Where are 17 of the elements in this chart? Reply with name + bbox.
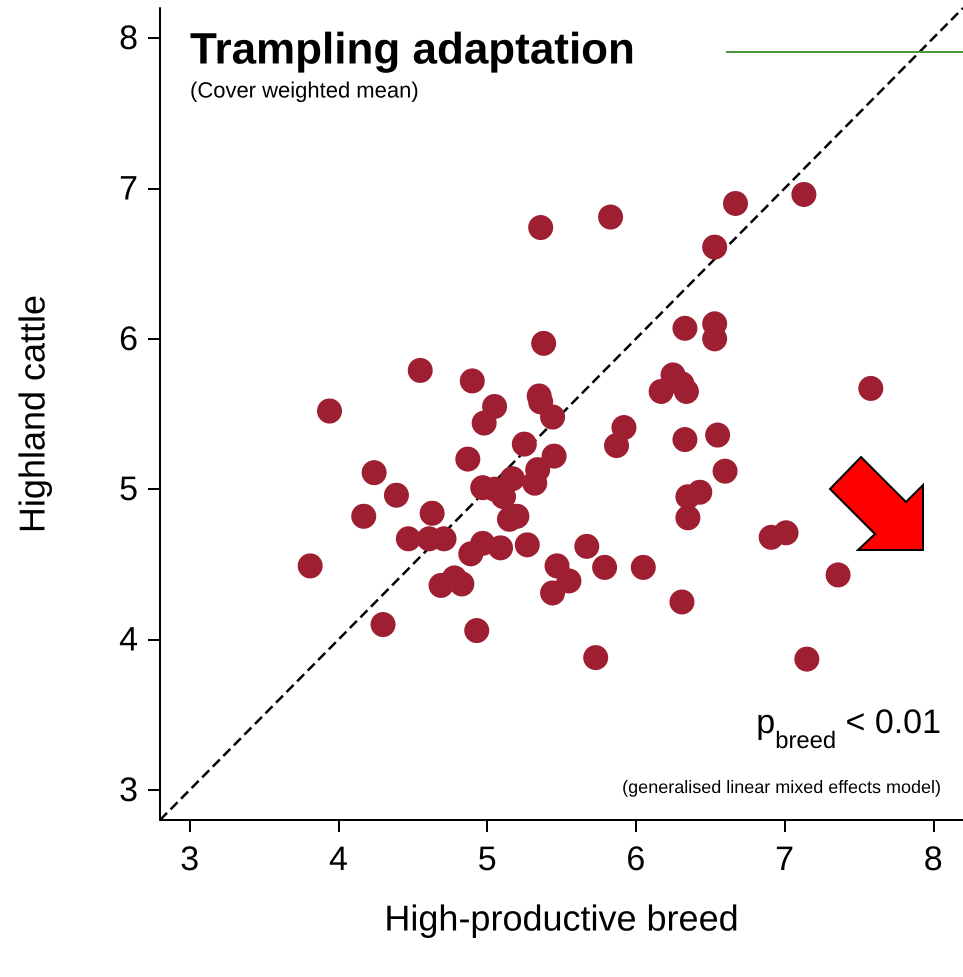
x-tick-label: 3 — [180, 840, 200, 878]
annotation: (generalised linear mixed effects model) — [622, 777, 942, 797]
chart-title: Trampling adaptation — [190, 24, 635, 74]
x-tick-label: 7 — [775, 840, 794, 878]
x-tick-label: 5 — [478, 840, 497, 878]
y-tick-label: 5 — [119, 470, 138, 508]
y-tick-label: 6 — [119, 320, 138, 358]
x-axis-title: High-productive breed — [384, 898, 739, 938]
x-tick-label: 6 — [626, 840, 646, 878]
text: (Cover weighted mean) — [190, 78, 419, 102]
y-tick-label: 8 — [119, 19, 138, 58]
x-tick-label: 4 — [328, 840, 348, 878]
y-axis-title: Highland cattle — [12, 294, 52, 534]
y-tick-label: 3 — [119, 770, 138, 809]
y-tick-label: 4 — [119, 620, 138, 659]
x-tick-label: 8 — [924, 840, 943, 878]
y-tick-label: 7 — [119, 169, 138, 208]
